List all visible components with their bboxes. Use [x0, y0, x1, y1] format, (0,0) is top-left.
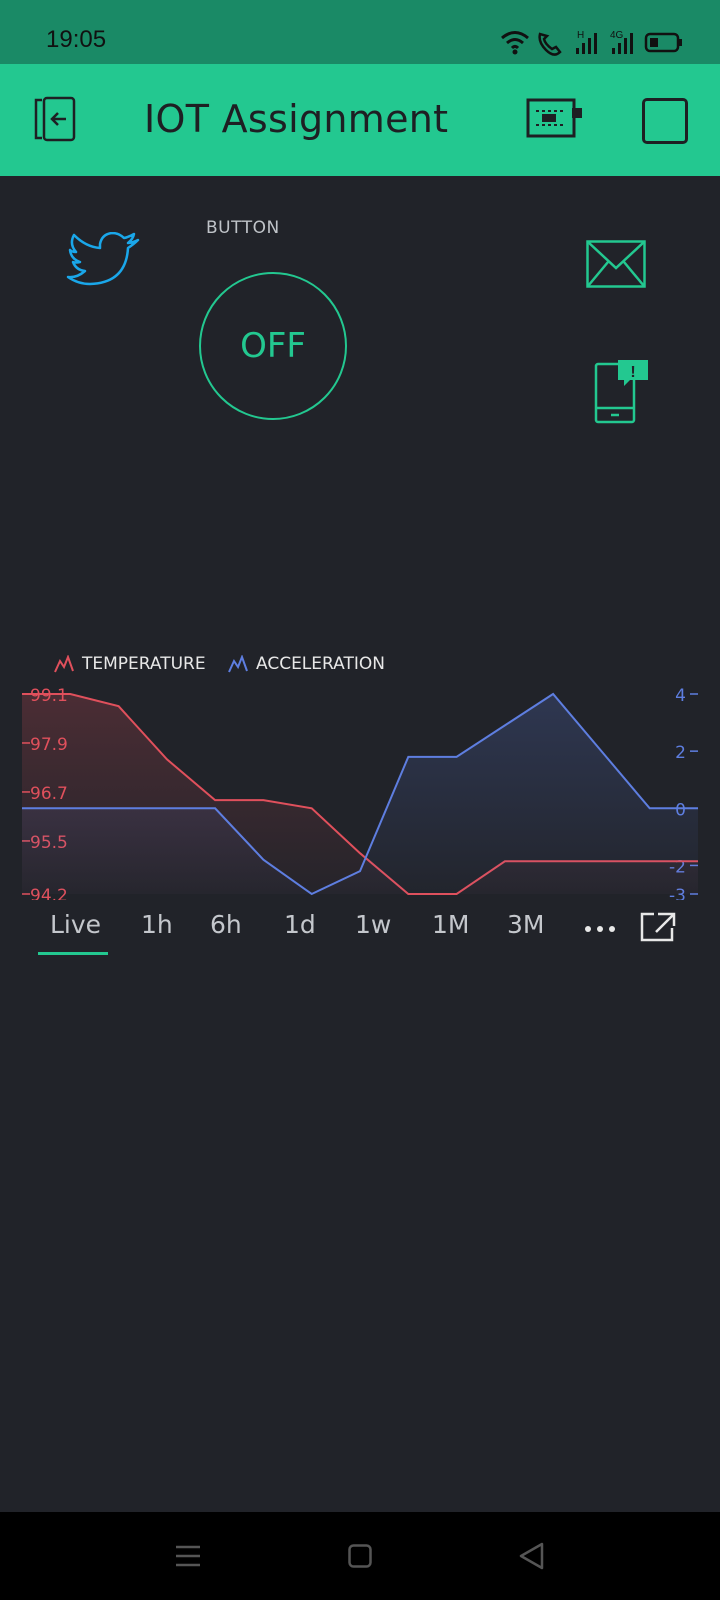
- signal-h-label: H: [577, 30, 584, 41]
- svg-text:!: !: [630, 364, 635, 381]
- legend-temperature[interactable]: TEMPERATURE: [54, 652, 206, 676]
- more-icon[interactable]: [584, 924, 616, 934]
- legend-acceleration[interactable]: ACCELERATION: [228, 652, 385, 676]
- battery-icon: [644, 32, 682, 53]
- power-toggle-label: OFF: [240, 326, 306, 366]
- menu-icon[interactable]: [176, 1544, 200, 1568]
- home-icon[interactable]: [348, 1544, 372, 1568]
- back-icon[interactable]: [518, 1542, 544, 1570]
- acceleration-area: [22, 694, 698, 894]
- expand-icon[interactable]: [640, 912, 676, 942]
- status-bar: 19:05 H 4G: [0, 0, 720, 64]
- exit-icon[interactable]: [32, 96, 80, 142]
- legend-temperature-label: TEMPERATURE: [82, 654, 206, 674]
- tab-1d[interactable]: 1d: [284, 910, 316, 939]
- time-range-tabs: Live 1h 6h 1d 1w 1M 3M: [22, 904, 702, 956]
- app-title: IOT Assignment: [144, 97, 449, 141]
- wifi-icon: [501, 31, 529, 50]
- app-bar: [0, 64, 720, 176]
- right-tick-label: 4: [675, 686, 686, 706]
- tab-6h[interactable]: 6h: [210, 910, 242, 939]
- tab-1w[interactable]: 1w: [355, 910, 392, 939]
- device-board-icon[interactable]: [526, 98, 584, 140]
- signal-4g-icon: [612, 33, 633, 54]
- email-icon[interactable]: [586, 240, 646, 288]
- system-nav-bar: [0, 1512, 720, 1600]
- stop-square-icon[interactable]: [642, 98, 688, 144]
- active-tab-indicator: [38, 952, 108, 955]
- wifi-calling-icon: [538, 32, 562, 56]
- signal-4g-label: 4G: [610, 30, 624, 41]
- tab-live[interactable]: Live: [50, 910, 102, 939]
- power-toggle-button[interactable]: OFF: [199, 272, 347, 420]
- sensor-chart[interactable]: 99.197.996.795.594.2420-2-3: [0, 680, 720, 900]
- signal-h-icon: [576, 33, 597, 54]
- line-chart-icon: [228, 655, 248, 673]
- tab-1m[interactable]: 1M: [432, 910, 470, 939]
- legend-acceleration-label: ACCELERATION: [256, 654, 385, 674]
- phone-notification-icon[interactable]: !: [594, 358, 650, 424]
- tab-3m[interactable]: 3M: [507, 910, 545, 939]
- line-chart-icon: [54, 655, 74, 673]
- right-tick-label: 2: [675, 743, 686, 763]
- button-caption: BUTTON: [206, 218, 280, 238]
- tab-1h[interactable]: 1h: [141, 910, 173, 939]
- twitter-icon[interactable]: [66, 232, 142, 296]
- status-time: 19:05: [46, 26, 107, 53]
- status-icons: H 4G: [501, 30, 682, 56]
